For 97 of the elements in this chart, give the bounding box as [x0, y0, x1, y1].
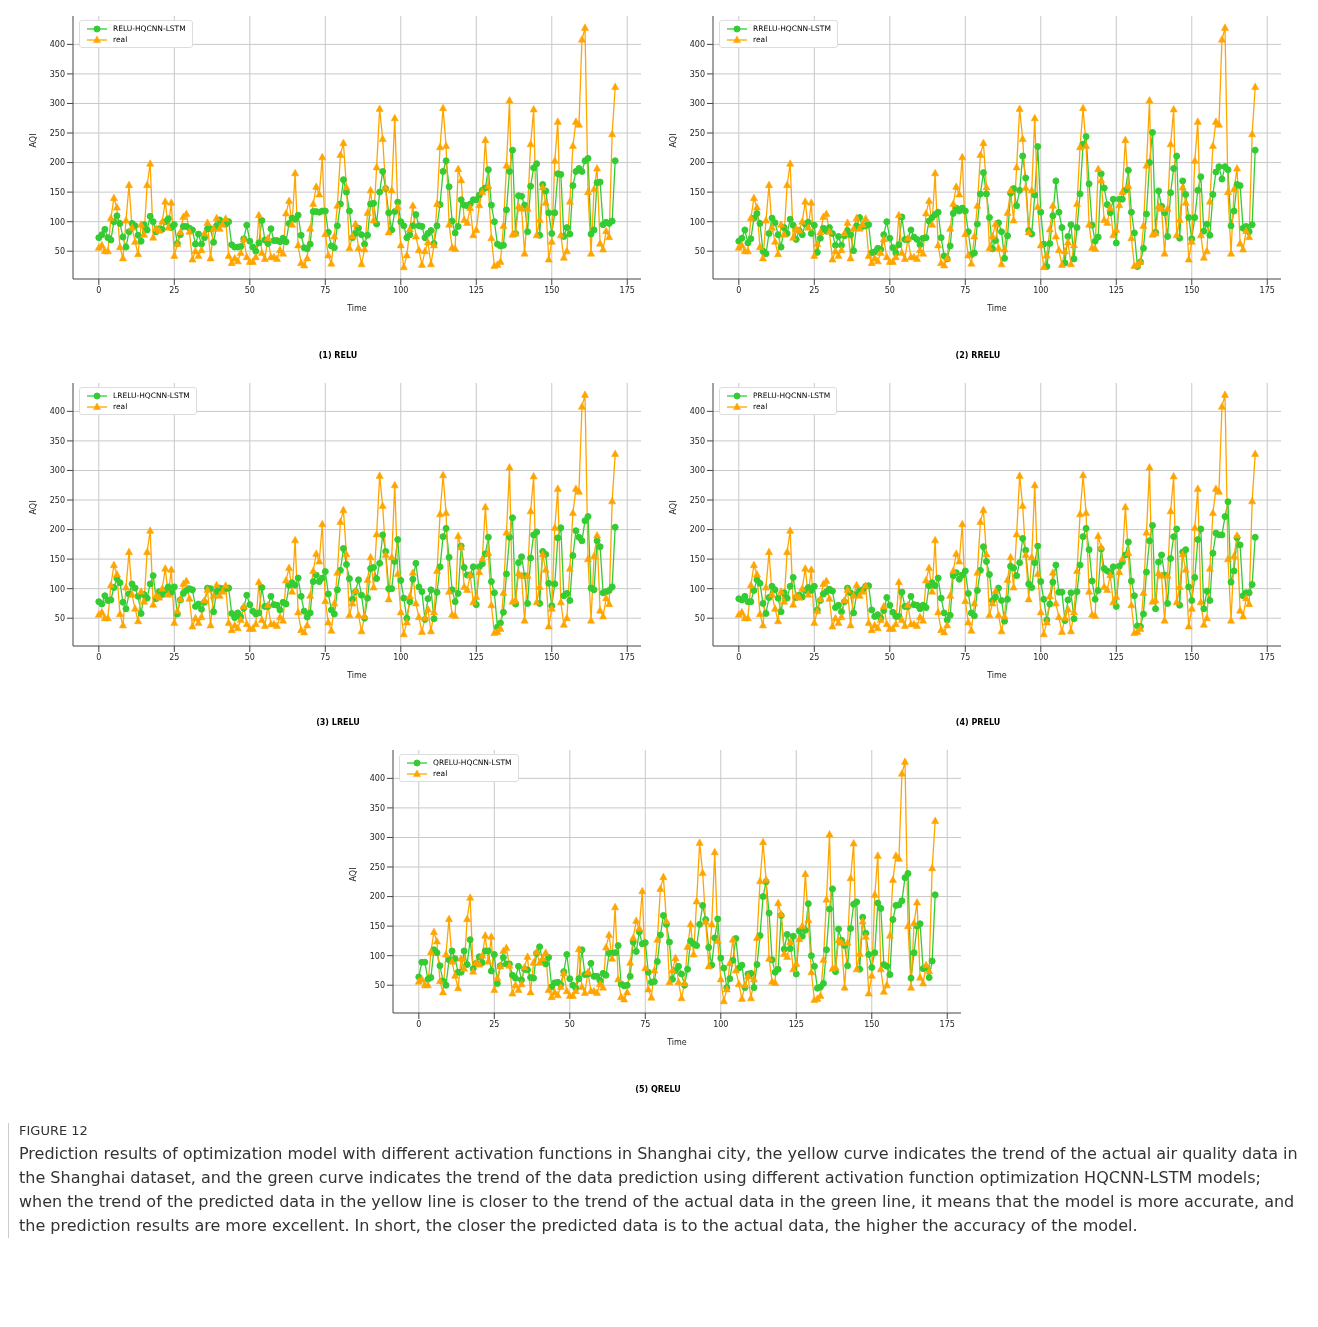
- y-tick-label: 350: [369, 803, 385, 813]
- y-tick-label: 350: [49, 436, 65, 446]
- x-tick-label: 50: [884, 652, 895, 662]
- x-axis-title: Time: [986, 671, 1007, 680]
- y-tick-label: 350: [689, 69, 705, 79]
- x-tick-label: 125: [1108, 652, 1124, 662]
- x-tick-label: 150: [544, 652, 560, 662]
- y-tick-label: 300: [49, 99, 65, 109]
- caption: FIGURE 12: [19, 1123, 89, 1138]
- y-tick-label: 50: [694, 247, 705, 257]
- x-tick-label: 50: [244, 652, 255, 662]
- x-tick-label: 0: [96, 285, 102, 295]
- text: (4) PRELU: [954, 718, 1002, 729]
- x-tick-label: 25: [169, 285, 180, 295]
- y-tick-label: 300: [689, 99, 705, 109]
- y-tick-label: 50: [54, 247, 65, 257]
- y-tick-label: 300: [689, 466, 705, 476]
- x-tick-label: 75: [320, 285, 331, 295]
- x-tick-label: 100: [713, 1019, 729, 1029]
- x-tick-label: 50: [564, 1019, 575, 1029]
- y-tick-label: 200: [49, 158, 65, 168]
- y-tick-label: 250: [369, 862, 385, 872]
- y-tick-label: 400: [49, 407, 65, 417]
- x-tick-label: 75: [960, 652, 971, 662]
- x-tick-label: 0: [416, 1019, 422, 1029]
- x-tick-label: 25: [809, 652, 820, 662]
- y-axis-title: AQI: [28, 133, 38, 148]
- y-tick-label: 100: [689, 584, 705, 594]
- y-tick-label: 200: [689, 158, 705, 168]
- y-tick-label: 100: [689, 217, 705, 227]
- x-tick-label: 175: [939, 1019, 955, 1029]
- x-tick-label: 175: [1259, 285, 1275, 295]
- y-tick-label: 100: [49, 217, 65, 227]
- x-tick-label: 0: [736, 285, 742, 295]
- y-tick-label: 350: [49, 69, 65, 79]
- x-tick-label: 125: [468, 285, 484, 295]
- y-tick-label: 50: [54, 614, 65, 624]
- x-tick-label: 175: [1259, 652, 1275, 662]
- y-tick-label: 50: [374, 981, 385, 991]
- x-tick-label: 0: [96, 652, 102, 662]
- y-tick-label: 150: [689, 554, 705, 564]
- x-tick-label: 175: [619, 652, 635, 662]
- x-tick-label: 100: [393, 652, 409, 662]
- y-tick-label: 200: [369, 892, 385, 902]
- y-tick-label: 200: [689, 525, 705, 535]
- y-axis-title: AQI: [668, 500, 678, 515]
- y-tick-label: 100: [49, 584, 65, 594]
- y-tick-label: 150: [49, 187, 65, 197]
- y-tick-label: 250: [689, 495, 705, 505]
- y-tick-label: 400: [369, 774, 385, 784]
- x-axis-title: Time: [346, 671, 367, 680]
- x-tick-label: 125: [468, 652, 484, 662]
- x-tick-label: 100: [393, 285, 409, 295]
- text: Prediction results of optimization model with different activation functions in Shanghai city, the yellow curve indicates the trend of the actual air quality data in the Shanghai dataset, and the green curve indicates the trend of the data prediction using different activation function optimization HQCNN-LSTM models; when the trend of the predicted data in the yellow line is closer to the trend of the actual data in the green line, it means that the model is more accurate, and the prediction results are more excellent. In short, the closer the predicted data is to the actual data, the higher the accuracy of the model.: [19, 1143, 1298, 1237]
- x-tick-label: 0: [736, 652, 742, 662]
- text: (2) RRELU: [954, 351, 1002, 362]
- x-tick-label: 100: [1033, 652, 1049, 662]
- x-tick-label: 25: [169, 652, 180, 662]
- x-tick-label: 50: [244, 285, 255, 295]
- y-tick-label: 300: [369, 833, 385, 843]
- x-tick-label: 125: [1108, 285, 1124, 295]
- x-tick-label: 175: [619, 285, 635, 295]
- x-tick-label: 25: [809, 285, 820, 295]
- text: (5) QRELU: [634, 1085, 682, 1096]
- y-tick-label: 200: [49, 525, 65, 535]
- y-tick-label: 400: [689, 40, 705, 50]
- x-tick-label: 75: [320, 652, 331, 662]
- x-tick-label: 75: [640, 1019, 651, 1029]
- y-tick-label: 250: [689, 128, 705, 138]
- y-tick-label: 150: [369, 921, 385, 931]
- y-tick-label: 250: [49, 495, 65, 505]
- y-tick-label: 250: [49, 128, 65, 138]
- x-tick-label: 150: [864, 1019, 880, 1029]
- x-tick-label: 25: [489, 1019, 500, 1029]
- y-tick-label: 150: [49, 554, 65, 564]
- x-axis-title: Time: [346, 304, 367, 313]
- x-tick-label: 125: [788, 1019, 804, 1029]
- x-tick-label: 150: [1184, 652, 1200, 662]
- y-tick-label: 150: [689, 187, 705, 197]
- x-tick-label: 150: [1184, 285, 1200, 295]
- y-axis-title: AQI: [28, 500, 38, 515]
- y-tick-label: 350: [689, 436, 705, 446]
- x-tick-label: 100: [1033, 285, 1049, 295]
- x-tick-label: 150: [544, 285, 560, 295]
- y-tick-label: 300: [49, 466, 65, 476]
- x-axis-title: Time: [986, 304, 1007, 313]
- text: (1) RELU: [317, 351, 359, 362]
- y-tick-label: 400: [689, 407, 705, 417]
- x-axis-title: Time: [666, 1038, 687, 1047]
- x-tick-label: 75: [960, 285, 971, 295]
- y-tick-label: 100: [369, 951, 385, 961]
- y-tick-label: 400: [49, 40, 65, 50]
- text: (3) LRELU: [315, 718, 361, 729]
- y-tick-label: 50: [694, 614, 705, 624]
- y-axis-title: AQI: [668, 133, 678, 148]
- y-axis-title: AQI: [348, 867, 358, 882]
- x-tick-label: 50: [884, 285, 895, 295]
